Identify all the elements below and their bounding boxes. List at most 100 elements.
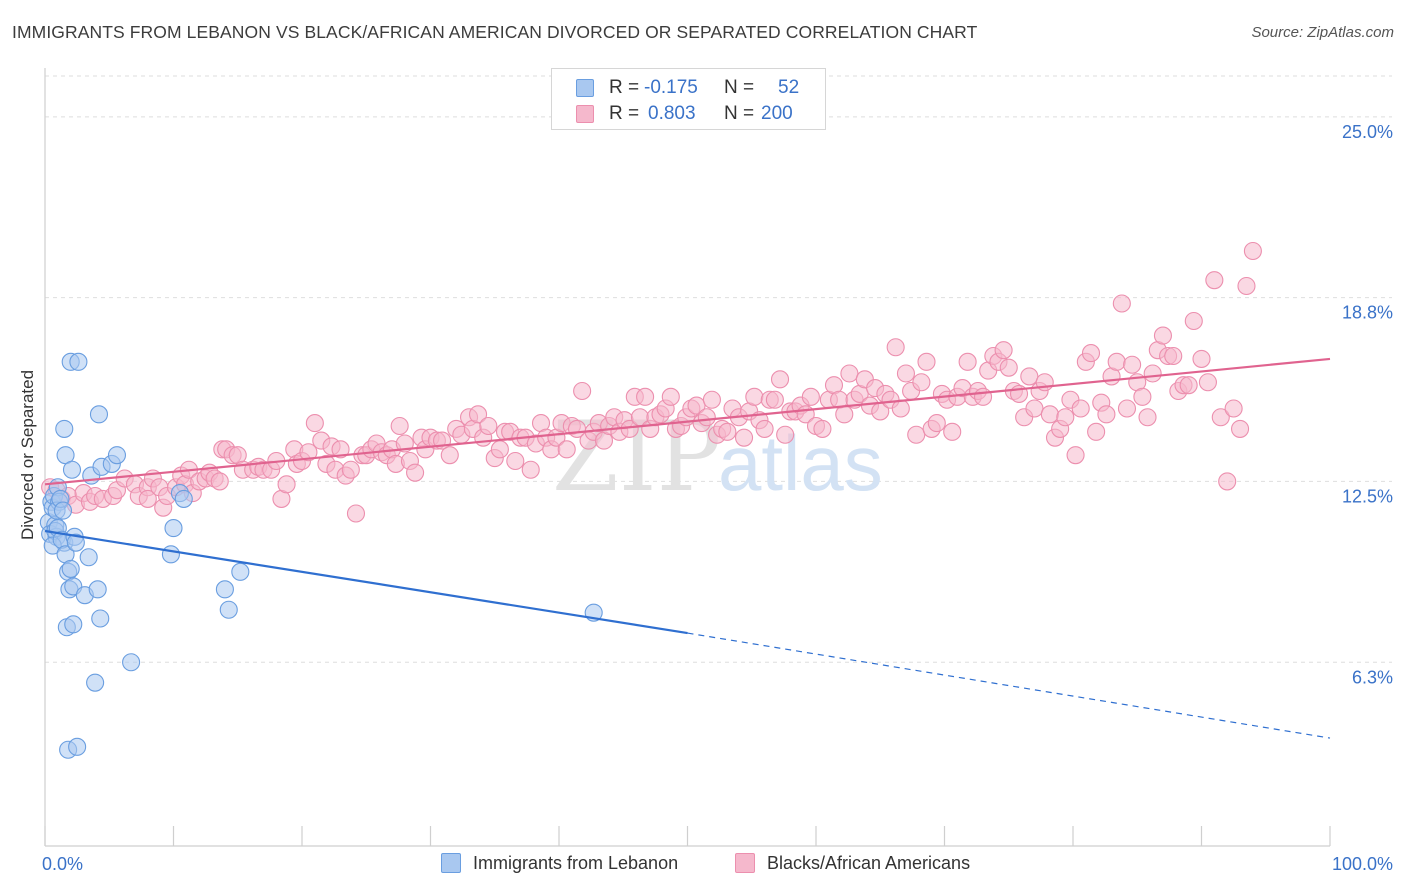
data-point: [1164, 346, 1183, 366]
trend-line-lebanon: [44, 529, 688, 635]
data-point: [1138, 408, 1157, 427]
data-point: [68, 737, 87, 756]
data-point: [1205, 271, 1224, 290]
data-point: [55, 419, 74, 438]
data-point: [161, 545, 180, 564]
legend-r-label: R =: [609, 77, 640, 98]
data-point: [1040, 405, 1059, 424]
data-point: [755, 419, 774, 438]
legend-n-label: N =: [724, 77, 755, 98]
data-point: [765, 390, 784, 409]
data-point: [506, 451, 525, 471]
data-point: [521, 460, 540, 479]
data-point: [886, 338, 905, 357]
data-point: [1066, 446, 1085, 465]
data-point: [1224, 399, 1243, 418]
data-point: [1237, 276, 1256, 296]
y-tick-label: 12.5%: [1342, 486, 1393, 506]
legend-swatch-pink: [576, 105, 594, 123]
data-point: [776, 425, 795, 444]
data-point: [138, 489, 157, 508]
legend-n-label: N =: [724, 103, 755, 124]
data-point: [1112, 294, 1131, 313]
data-point: [1123, 355, 1142, 374]
data-point: [1231, 419, 1250, 438]
source-label: Source: ZipAtlas.com: [1251, 24, 1394, 41]
legend-stats: R = -0.175 N = 52 R = 0.803 N = 200: [551, 68, 826, 130]
data-point: [943, 422, 962, 441]
x-tick-label-max: 100.0%: [1332, 854, 1393, 874]
data-point: [231, 562, 250, 581]
data-point: [973, 387, 993, 406]
data-point: [958, 352, 977, 371]
legend-swatch-blue: [576, 79, 594, 97]
data-point: [1198, 373, 1217, 392]
trend-lines: [44, 357, 1331, 739]
data-point: [341, 460, 360, 479]
data-point: [1117, 399, 1137, 418]
data-point: [927, 414, 946, 433]
data-point: [66, 533, 85, 552]
data-point: [801, 387, 820, 406]
data-point: [490, 440, 509, 459]
data-point: [770, 370, 790, 389]
data-point: [718, 422, 737, 441]
data-point: [1097, 405, 1116, 424]
data-point: [390, 416, 409, 436]
data-point: [215, 580, 234, 599]
data-point: [702, 390, 721, 409]
data-point: [88, 580, 107, 599]
data-point: [907, 425, 926, 444]
data-point: [661, 387, 680, 406]
data-point: [53, 501, 73, 520]
data-point: [734, 428, 754, 447]
data-point: [999, 358, 1018, 377]
data-point: [917, 352, 936, 371]
data-point: [1020, 367, 1039, 386]
data-point: [164, 519, 183, 538]
legend-n-value: 200: [761, 103, 793, 124]
data-point: [1153, 326, 1172, 345]
data-point: [1192, 349, 1211, 368]
data-point: [305, 414, 324, 433]
data-point: [89, 405, 109, 424]
data-point: [69, 352, 88, 371]
y-tick-label: 6.3%: [1352, 667, 1393, 687]
data-point: [813, 419, 832, 438]
data-point: [745, 387, 764, 406]
legend-label: Blacks/African Americans: [767, 853, 971, 873]
data-point: [346, 504, 366, 523]
data-point: [64, 615, 83, 634]
data-point: [1133, 387, 1152, 406]
legend-r-value: 0.803: [648, 103, 696, 124]
y-tick-label: 25.0%: [1342, 122, 1393, 142]
data-point: [912, 373, 931, 392]
chart-title: IMMIGRANTS FROM LEBANON VS BLACK/AFRICAN…: [12, 22, 978, 42]
legend-swatch-pink: [735, 853, 755, 873]
data-point: [896, 364, 916, 383]
data-point: [91, 609, 110, 628]
data-point: [468, 405, 488, 424]
data-point: [636, 387, 655, 406]
data-point: [1081, 344, 1101, 363]
data-point: [1087, 422, 1106, 441]
legend-swatch-blue: [441, 853, 461, 873]
series-blacks-african-americans: [41, 241, 1262, 523]
data-point: [891, 399, 910, 418]
series-immigrants-from-lebanon: [39, 352, 603, 759]
data-point: [687, 396, 706, 415]
x-tick-labels: 0.0% 100.0%: [42, 854, 1393, 874]
data-point: [79, 548, 98, 567]
data-point: [1211, 408, 1230, 427]
data-point: [1143, 364, 1162, 383]
legend-r-value: -0.175: [644, 77, 698, 98]
data-point: [840, 364, 859, 383]
legend-r-label: R =: [609, 103, 640, 124]
data-point: [440, 446, 459, 465]
data-point: [1218, 472, 1237, 491]
legend-n-value: 52: [778, 77, 800, 98]
data-point: [1243, 241, 1262, 261]
data-point: [174, 489, 193, 508]
trend-line-black: [44, 357, 1331, 486]
